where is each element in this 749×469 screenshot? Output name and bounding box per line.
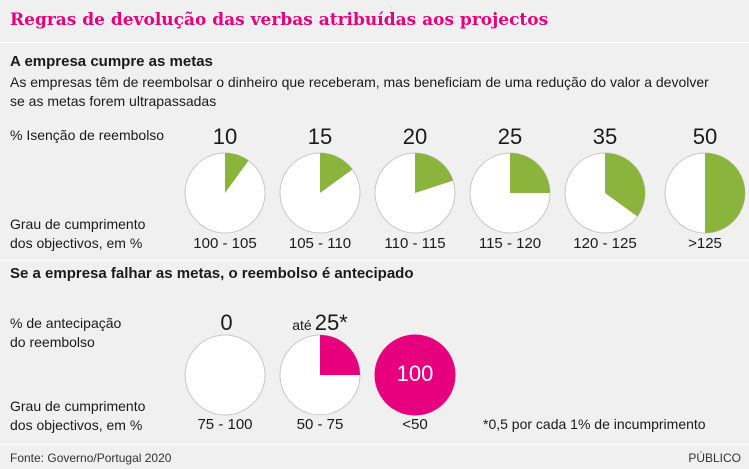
pie-base — [374, 334, 456, 416]
section1-description: As empresas têm de reembolsar o dinheiro… — [10, 74, 709, 109]
anticipation-prefix: até — [292, 317, 312, 333]
pie-slice — [415, 153, 454, 193]
pie-svg — [279, 334, 361, 416]
exemption-value: 20 — [402, 124, 428, 149]
anticipation-value: até 25* — [268, 310, 372, 336]
compliance-label-1-line1: Grau de cumprimento — [10, 216, 146, 232]
pie-svg — [664, 152, 746, 234]
publisher-brand: PÚBLICO — [688, 451, 741, 465]
page-title: Regras de devolução das verbas atribuída… — [10, 10, 549, 30]
source-credit: Fonte: Governo/Portugal 2020 — [10, 451, 172, 465]
pie-slice — [705, 153, 745, 233]
compliance-range: 120 - 125 — [573, 235, 637, 252]
compliance-label-2-line2: dos objectivos, em % — [10, 417, 143, 433]
pie-chart — [183, 333, 267, 417]
anticipation-label: % de antecipação do reembolso — [10, 314, 121, 352]
compliance-range: 100 - 105 — [193, 235, 257, 252]
footnote: *0,5 por cada 1% de incumprimento — [483, 416, 706, 432]
compliance-range: <50 — [402, 416, 428, 433]
compliance-label-1: Grau de cumprimento dos objectivos, em % — [10, 215, 145, 253]
section-divider — [0, 260, 749, 261]
title-divider — [0, 42, 749, 43]
pie-slice — [320, 153, 353, 193]
pie-svg — [469, 152, 551, 234]
compliance-range: 115 - 120 — [478, 235, 542, 252]
pie-base — [184, 334, 266, 416]
pie-slice — [320, 335, 360, 375]
pie-chart — [373, 333, 457, 417]
pie-svg — [184, 334, 266, 416]
pie-slice — [510, 153, 550, 193]
compliance-range: 75 - 100 — [197, 416, 253, 433]
pie-slice — [605, 153, 645, 217]
pie-slice — [225, 153, 249, 193]
anticipation-value-inside: 100 — [396, 361, 434, 386]
compliance-label-1-line2: dos objectivos, em % — [10, 235, 143, 251]
anticipation-number: 0 — [220, 310, 233, 335]
compliance-range: 110 - 115 — [384, 235, 446, 252]
pie-chart — [183, 151, 267, 235]
pie-chart — [563, 151, 647, 235]
compliance-range: >125 — [688, 235, 722, 252]
pie-svg — [374, 152, 456, 234]
compliance-label-2-line1: Grau de cumprimento — [10, 398, 146, 414]
pie-svg — [564, 152, 646, 234]
exemption-value: 25 — [497, 124, 523, 149]
anticipation-label-line2: do reembolso — [10, 334, 95, 350]
pie-svg — [279, 152, 361, 234]
compliance-range: 105 - 110 — [288, 235, 352, 252]
exemption-value: 50 — [692, 124, 718, 149]
footer-divider — [0, 444, 749, 445]
anticipation-value: 0 — [173, 310, 277, 336]
compliance-range: 50 - 75 — [296, 416, 344, 433]
pie-chart — [278, 333, 362, 417]
pie-svg — [184, 152, 266, 234]
pie-chart — [468, 151, 552, 235]
anticipation-number: 25* — [314, 310, 348, 335]
exemption-value: 15 — [307, 124, 333, 149]
pie-chart — [663, 151, 747, 235]
anticipation-label-line1: % de antecipação — [10, 315, 122, 331]
pie-chart — [278, 151, 362, 235]
pie-svg — [374, 334, 456, 416]
section1-heading: A empresa cumpre as metas — [10, 53, 213, 70]
exemption-label: % Isenção de reembolso — [10, 127, 165, 143]
exemption-value: 35 — [592, 124, 618, 149]
pie-chart — [373, 151, 457, 235]
compliance-label-2: Grau de cumprimento dos objectivos, em % — [10, 397, 145, 435]
section2-heading: Se a empresa falhar as metas, o reembols… — [10, 265, 414, 282]
exemption-value: 10 — [212, 124, 238, 149]
